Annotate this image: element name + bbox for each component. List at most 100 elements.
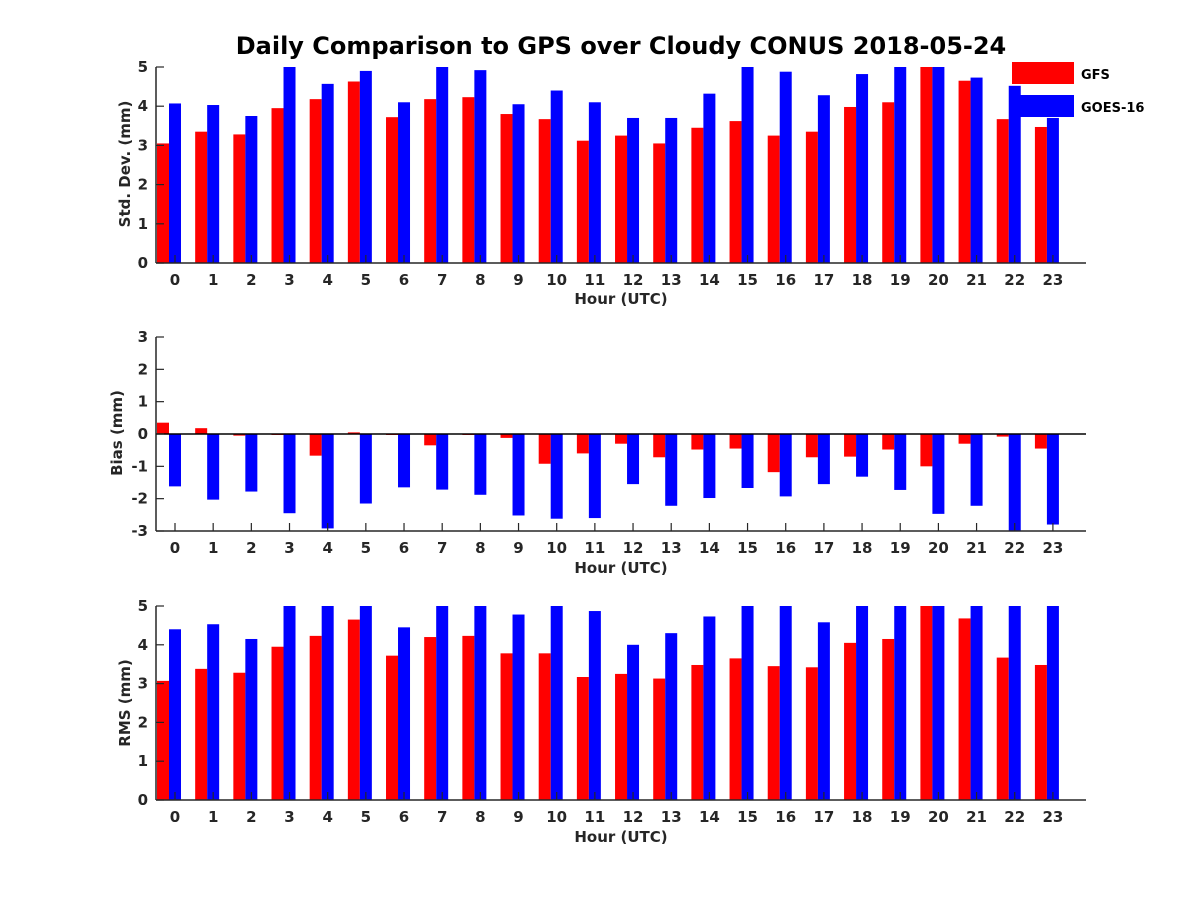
std-dev-xtick-label: 13 xyxy=(661,271,682,289)
bias-bar-goes16-0 xyxy=(169,434,181,487)
rms-bar-goes16-14 xyxy=(703,616,716,800)
bias-bar-goes16-19 xyxy=(894,434,907,490)
bias-bar-goes16-8 xyxy=(474,434,487,495)
bias-xtick-label: 2 xyxy=(246,539,256,557)
bias-bar-gfs-19 xyxy=(882,434,895,450)
rms-ytick-label: 2 xyxy=(138,713,148,731)
std-dev-bar-goes16-6 xyxy=(398,102,411,263)
bias-xtick-label: 9 xyxy=(513,539,523,557)
std-dev-bar-goes16-15 xyxy=(741,67,754,263)
bias-bar-goes16-13 xyxy=(665,434,678,506)
rms-xtick-label: 15 xyxy=(737,808,758,826)
std-dev-xtick-label: 14 xyxy=(699,271,720,289)
bias-bar-goes16-7 xyxy=(436,434,449,490)
rms-xtick-label: 9 xyxy=(513,808,523,826)
std-dev-bar-goes16-22 xyxy=(1008,85,1021,263)
legend-swatch-goes16 xyxy=(1012,95,1074,117)
std-dev-bar-gfs-13 xyxy=(653,143,666,263)
rms-bar-goes16-7 xyxy=(436,606,449,800)
rms-bar-goes16-23 xyxy=(1046,606,1059,800)
bias-bar-gfs-2 xyxy=(233,434,246,436)
std-dev-bar-goes16-14 xyxy=(703,93,716,263)
rms-xlabel: Hour (UTC) xyxy=(574,828,667,846)
bias-bar-goes16-21 xyxy=(970,434,983,506)
std-dev-bar-goes16-18 xyxy=(856,74,869,263)
std-dev-xtick-label: 2 xyxy=(246,271,256,289)
rms-bar-gfs-17 xyxy=(805,667,818,800)
rms-bar-goes16-19 xyxy=(894,606,907,800)
rms-bar-gfs-20 xyxy=(920,606,933,800)
bias-bar-goes16-17 xyxy=(817,434,830,485)
rms-bar-goes16-6 xyxy=(398,627,411,800)
bias-xtick-label: 7 xyxy=(437,539,447,557)
std-dev-ytick-label: 0 xyxy=(138,254,148,272)
rms-bars xyxy=(157,606,1059,800)
std-dev-xtick-label: 10 xyxy=(546,271,567,289)
bias-ytick-label: 2 xyxy=(138,360,148,378)
bias-bar-goes16-10 xyxy=(550,434,563,519)
bias-bar-gfs-17 xyxy=(805,434,818,458)
std-dev-bar-goes16-0 xyxy=(169,103,181,264)
std-dev-bar-goes16-12 xyxy=(627,117,640,264)
bias-xtick-label: 6 xyxy=(399,539,409,557)
rms-bar-goes16-11 xyxy=(588,611,601,800)
bias-xtick-label: 1 xyxy=(208,539,218,557)
bias-xtick-label: 8 xyxy=(475,539,485,557)
rms-bar-goes16-16 xyxy=(779,606,792,800)
rms-bar-gfs-10 xyxy=(538,653,551,800)
rms-bar-gfs-12 xyxy=(615,673,628,800)
std-dev-bar-gfs-5 xyxy=(347,81,360,263)
rms-xtick-label: 21 xyxy=(966,808,987,826)
std-dev-ytick-label: 4 xyxy=(138,97,148,115)
rms-bar-goes16-12 xyxy=(627,644,640,800)
rms-xtick-label: 22 xyxy=(1004,808,1025,826)
bias-xtick-label: 11 xyxy=(584,539,605,557)
std-dev-bar-goes16-1 xyxy=(207,105,220,264)
rms-ytick-label: 3 xyxy=(138,675,148,693)
std-dev-bar-gfs-19 xyxy=(882,102,895,263)
std-dev-xtick-label: 20 xyxy=(928,271,949,289)
std-dev-bar-gfs-16 xyxy=(767,135,780,263)
bias-ytick-label: 0 xyxy=(138,425,148,443)
std-dev-bar-gfs-4 xyxy=(309,99,322,263)
bias-bar-goes16-12 xyxy=(627,434,640,485)
rms-xtick-label: 0 xyxy=(170,808,180,826)
std-dev-bar-goes16-19 xyxy=(894,67,907,263)
bias-xtick-label: 4 xyxy=(322,539,332,557)
bias-xlabel: Hour (UTC) xyxy=(574,559,667,577)
bias-bar-gfs-7 xyxy=(424,434,437,446)
rms-bar-gfs-11 xyxy=(576,677,589,800)
std-dev-bar-gfs-7 xyxy=(424,99,437,263)
bias-bar-goes16-15 xyxy=(741,434,754,488)
rms-bar-goes16-8 xyxy=(474,606,487,800)
bias-bar-goes16-14 xyxy=(703,434,716,499)
rms-bar-gfs-15 xyxy=(729,658,742,800)
bias-xtick-label: 16 xyxy=(775,539,796,557)
std-dev-bar-gfs-1 xyxy=(195,131,208,263)
bias-bar-gfs-21 xyxy=(958,434,971,444)
bias-bar-goes16-5 xyxy=(359,434,372,504)
bias-bar-goes16-9 xyxy=(512,434,525,516)
chart-title: Daily Comparison to GPS over Cloudy CONU… xyxy=(236,32,1007,60)
bias-bars xyxy=(157,422,1059,531)
std-dev-xtick-label: 21 xyxy=(966,271,987,289)
bias-bar-goes16-18 xyxy=(856,434,869,477)
std-dev-bar-gfs-6 xyxy=(386,117,399,264)
rms-xtick-label: 19 xyxy=(890,808,911,826)
bias-xtick-label: 15 xyxy=(737,539,758,557)
rms-bar-gfs-4 xyxy=(309,635,322,800)
std-dev-bar-goes16-7 xyxy=(436,67,449,263)
rms-bar-gfs-5 xyxy=(347,619,360,800)
std-dev-ytick-label: 1 xyxy=(138,215,148,233)
std-dev-bar-goes16-21 xyxy=(970,77,983,263)
rms-xtick-label: 18 xyxy=(852,808,873,826)
std-dev-bar-goes16-20 xyxy=(932,67,945,263)
std-dev-bar-goes16-17 xyxy=(817,95,830,263)
rms-bar-goes16-21 xyxy=(970,606,983,800)
rms-bar-gfs-1 xyxy=(195,668,208,800)
rms-ytick-label: 0 xyxy=(138,791,148,809)
bias-bar-gfs-20 xyxy=(920,434,933,467)
legend: GFS GOES-16 xyxy=(1012,62,1144,117)
rms-xtick-label: 14 xyxy=(699,808,720,826)
